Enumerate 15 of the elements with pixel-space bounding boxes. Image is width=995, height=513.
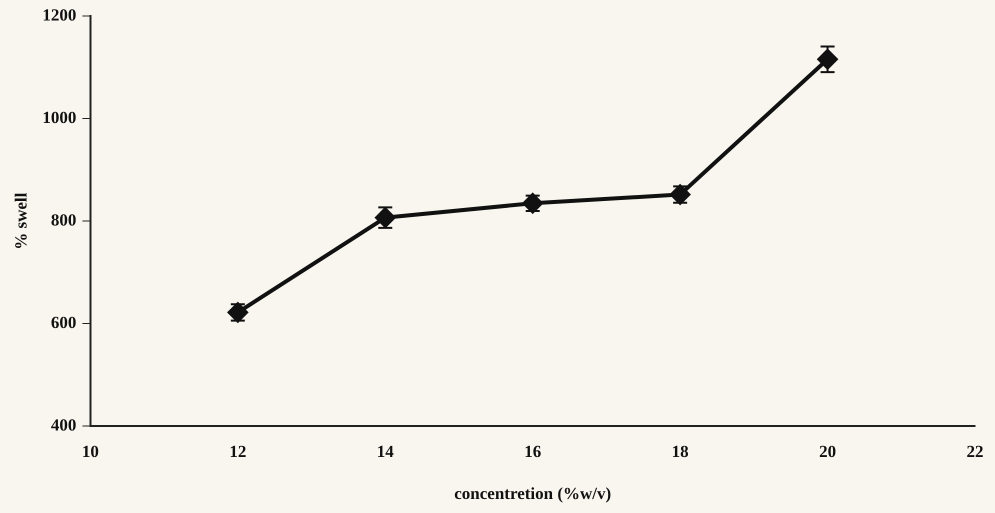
x-tick-label: 10 <box>82 442 99 461</box>
y-tick-label: 600 <box>50 313 76 332</box>
x-tick-label: 18 <box>672 442 689 461</box>
y-tick-label: 800 <box>50 210 76 230</box>
y-tick-label: 1000 <box>42 108 76 128</box>
x-tick-label: 14 <box>376 442 394 461</box>
y-tick-label: 400 <box>50 416 76 435</box>
x-axis-title: concentretion (%w/v) <box>454 484 612 504</box>
x-tick-label: 12 <box>229 442 246 461</box>
x-tick-label: 16 <box>524 442 542 461</box>
x-tick-label: 20 <box>819 442 836 461</box>
x-tick-label: 22 <box>966 442 984 461</box>
y-axis-title: % swell <box>12 192 31 250</box>
point <box>818 49 838 70</box>
y-tick-label: 1200 <box>42 6 76 25</box>
